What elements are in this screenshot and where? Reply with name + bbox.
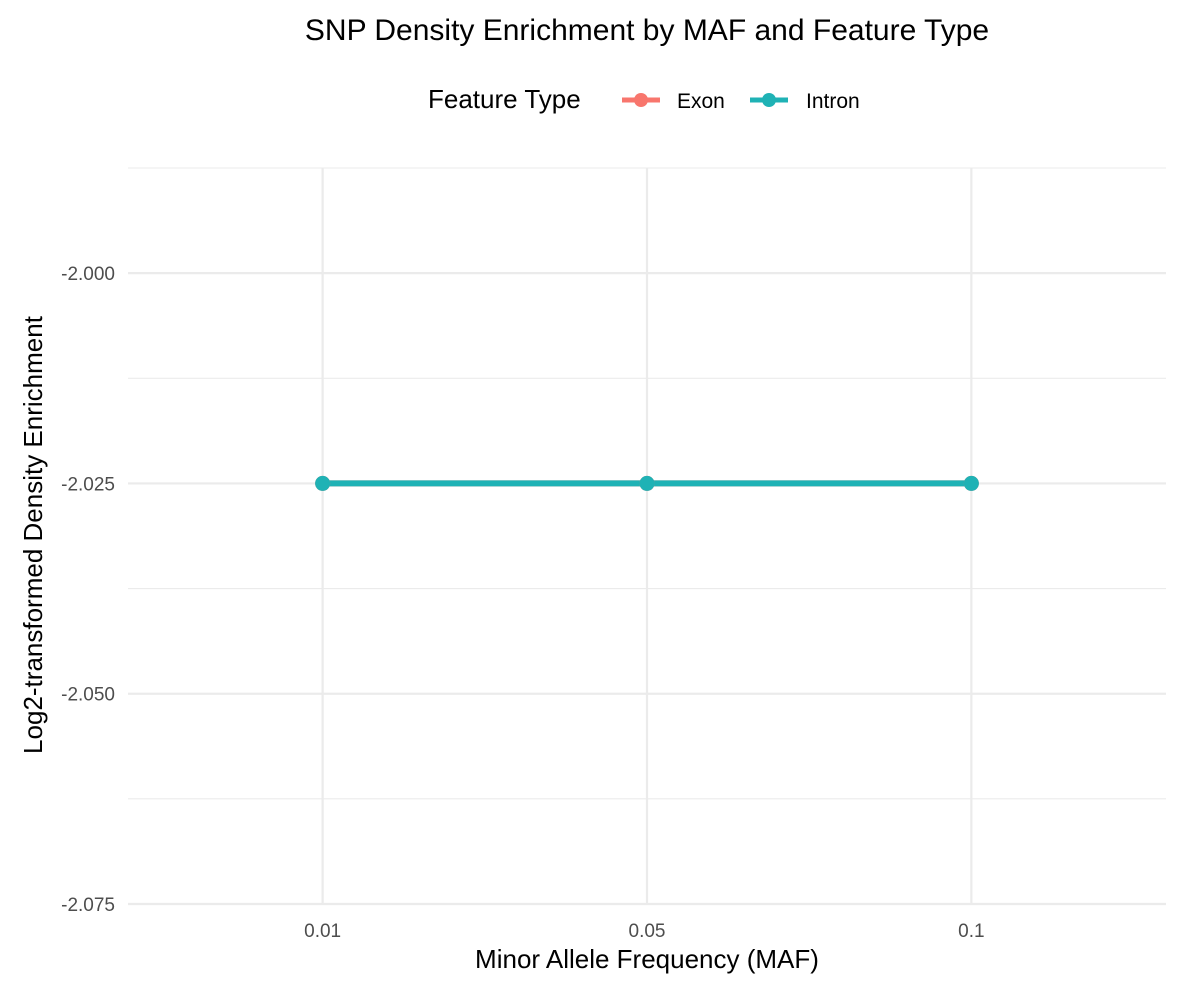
x-tick-labels: 0.01 0.05 0.1: [304, 921, 984, 942]
x-tick-label: 0.05: [629, 921, 666, 942]
x-axis-title: Minor Allele Frequency (MAF): [475, 944, 819, 974]
legend-label-intron: Intron: [806, 90, 860, 113]
y-tick-labels: -2.000 -2.025 -2.050 -2.075: [61, 264, 115, 916]
legend-key-point-exon: [634, 93, 648, 107]
data-point-intron-1: [639, 475, 655, 491]
legend-item-exon: Exon: [622, 90, 725, 113]
series-points: [315, 475, 979, 491]
legend-key-point-intron: [762, 93, 776, 107]
legend: Feature Type Exon Intron: [428, 84, 860, 114]
y-tick-label: -2.050: [61, 685, 115, 706]
y-axis-title: Log2-transformed Density Enrichment: [18, 315, 48, 754]
legend-label-exon: Exon: [677, 90, 725, 113]
y-tick-label: -2.075: [61, 895, 115, 916]
x-tick-label: 0.1: [958, 921, 984, 942]
major-gridlines: [128, 168, 1166, 906]
y-tick-label: -2.000: [61, 264, 115, 285]
legend-item-intron: Intron: [750, 90, 860, 113]
data-point-intron-0: [315, 475, 331, 491]
chart-title: SNP Density Enrichment by MAF and Featur…: [305, 14, 989, 47]
y-tick-label: -2.025: [61, 474, 115, 495]
x-tick-label: 0.01: [304, 921, 341, 942]
data-point-intron-2: [963, 475, 979, 491]
legend-title: Feature Type: [428, 84, 581, 114]
